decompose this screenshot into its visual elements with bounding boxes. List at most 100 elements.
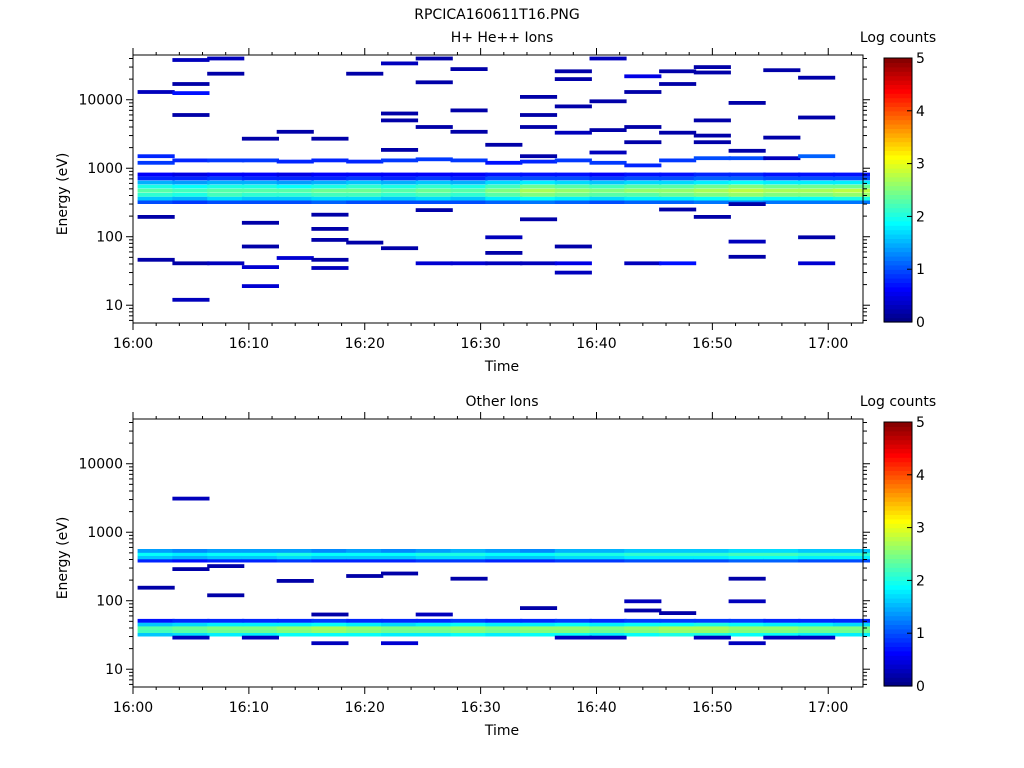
heatmap-cell — [589, 128, 627, 132]
heatmap-cell — [241, 622, 279, 627]
heatmap-cell — [693, 176, 731, 181]
x-tick-label: 16:00 — [113, 700, 153, 716]
heatmap-cell — [346, 549, 384, 553]
heatmap-cell — [241, 632, 279, 637]
colorbar-step — [884, 488, 912, 493]
heatmap-cell — [763, 176, 801, 181]
heatmap-cell — [207, 192, 245, 197]
heatmap-cell — [381, 552, 419, 556]
heatmap-cells — [137, 56, 870, 302]
colorbar-step — [884, 62, 912, 68]
heatmap-cell — [346, 626, 384, 630]
heatmap-cell — [241, 196, 279, 201]
heatmap-cell — [520, 154, 558, 159]
heatmap-cell — [415, 632, 453, 637]
heatmap-cell — [207, 552, 245, 556]
heatmap-cell — [520, 200, 558, 204]
heatmap-cell — [798, 75, 836, 80]
heatmap-cell — [485, 251, 523, 255]
heatmap-cell — [520, 217, 558, 222]
colorbar-step — [884, 580, 912, 586]
heatmap-cell — [798, 555, 836, 560]
colorbar-step — [884, 549, 912, 555]
heatmap-cell — [763, 626, 801, 630]
heatmap-cell — [589, 180, 627, 185]
colorbar-step — [884, 558, 912, 564]
heatmap-cell — [346, 180, 384, 185]
heatmap-cell — [520, 261, 558, 266]
heatmap-cell — [728, 188, 766, 193]
heatmap-cell — [728, 576, 766, 581]
heatmap-cell — [520, 618, 558, 623]
colorbar-tick-label: 0 — [916, 315, 925, 331]
heatmap-cell — [276, 196, 314, 201]
colorbar-step — [884, 207, 912, 213]
heatmap-cell — [276, 188, 314, 193]
colorbar-step — [884, 168, 912, 173]
heatmap-cell — [381, 632, 419, 637]
heatmap-cell — [728, 180, 766, 185]
heatmap-cell — [693, 196, 731, 201]
heatmap-cell — [346, 632, 384, 637]
heatmap-cell — [693, 133, 731, 138]
heatmap-cell — [415, 208, 453, 212]
heatmap-cell — [589, 618, 627, 623]
heatmap-cell — [276, 558, 314, 563]
heatmap-cell — [276, 256, 314, 260]
colorbar-step — [884, 624, 912, 630]
heatmap-cell — [311, 618, 349, 623]
heatmap-cell — [485, 200, 523, 204]
heatmap-cell — [520, 632, 558, 637]
colorbar-step — [884, 448, 912, 454]
heatmap-cell — [485, 192, 523, 197]
heatmap-cell — [137, 184, 175, 189]
colorbar-step — [884, 242, 912, 248]
colorbar-tick-label: 1 — [916, 626, 925, 642]
heatmap-cell — [415, 629, 453, 633]
heatmap-cell — [415, 555, 453, 560]
colorbar-step — [884, 435, 912, 441]
heatmap-cell — [172, 496, 210, 501]
heatmap-cell — [763, 180, 801, 185]
heatmap-cell — [728, 184, 766, 189]
heatmap-cell — [728, 239, 766, 244]
heatmap-cell — [589, 196, 627, 201]
heatmap-cell — [832, 622, 870, 627]
heatmap-cell — [520, 159, 558, 164]
heatmap-cell — [381, 180, 419, 185]
colorbar-step — [884, 637, 912, 643]
heatmap-cell — [241, 136, 279, 141]
heatmap-cell — [450, 629, 488, 633]
heatmap-cell — [241, 284, 279, 288]
heatmap-cell — [172, 184, 210, 189]
heatmap-cell — [172, 635, 210, 640]
heatmap-cell — [137, 626, 175, 630]
heatmap-cell — [659, 622, 697, 627]
heatmap-cell — [554, 158, 592, 163]
colorbar-step — [884, 479, 912, 485]
heatmap-cell — [693, 184, 731, 189]
colorbar-step — [884, 628, 912, 634]
heatmap-cell — [659, 632, 697, 637]
heatmap-cell — [659, 261, 697, 266]
heatmap-cell — [346, 240, 384, 245]
colorbar-frame — [883, 57, 913, 323]
heatmap-cell — [241, 635, 279, 640]
heatmap-cell — [450, 196, 488, 201]
heatmap-cell — [832, 626, 870, 630]
heatmap-cell — [311, 632, 349, 637]
heatmap-cell — [381, 118, 419, 123]
heatmap-cell — [763, 632, 801, 637]
colorbar-step — [884, 163, 912, 169]
colorbar-step — [884, 146, 912, 151]
heatmap-cell — [728, 555, 766, 560]
colorbar-step — [884, 620, 912, 625]
heatmap-cell — [624, 618, 662, 623]
heatmap-cell — [276, 618, 314, 623]
x-tick-label: 16:00 — [113, 336, 153, 352]
colorbar-step — [884, 154, 912, 160]
heatmap-cell — [693, 192, 731, 197]
heatmap-cell — [346, 552, 384, 556]
heatmap-cell — [485, 176, 523, 181]
colorbar-step — [884, 527, 912, 533]
